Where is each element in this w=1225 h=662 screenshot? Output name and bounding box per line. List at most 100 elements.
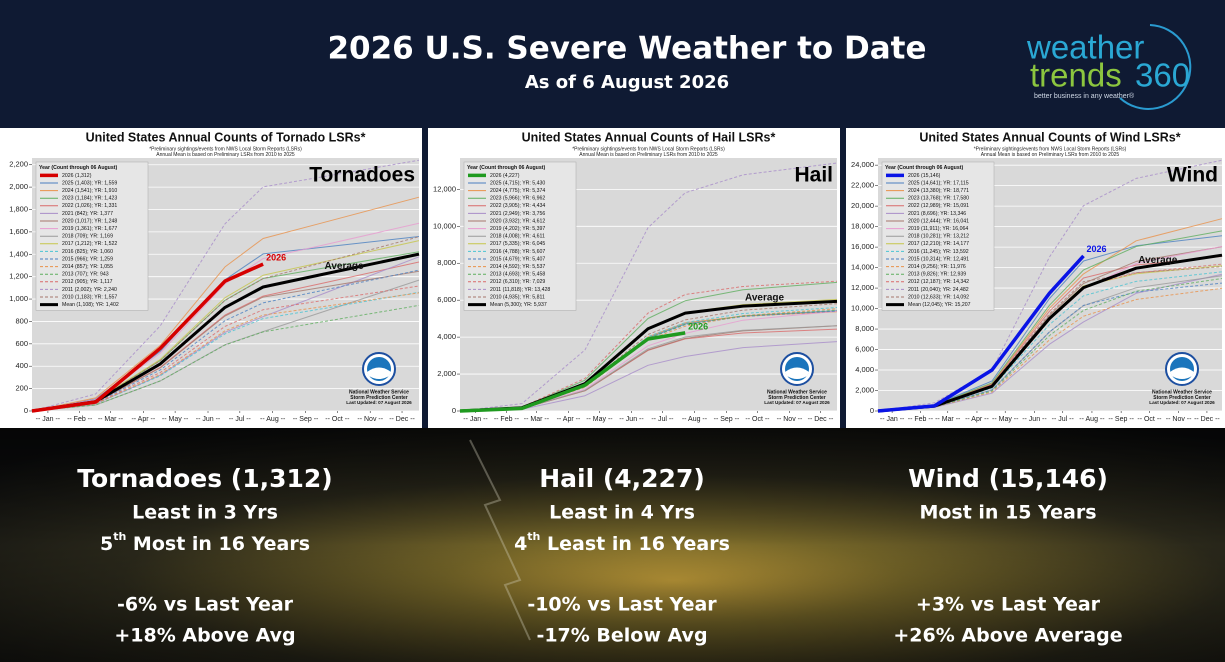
- y-tick-label: 8,000: [437, 258, 456, 267]
- page-title: 2026 U.S. Severe Weather to Date: [327, 31, 926, 67]
- legend-label: 2014 (9,256); YR: 11,976: [908, 264, 966, 270]
- y-tick-label: 12,000: [433, 184, 456, 193]
- y-tick-label: 4,000: [855, 365, 874, 374]
- summary-line: 4th Least in 16 Years: [514, 530, 730, 555]
- chart-panel: United States Annual Counts of Tornado L…: [0, 128, 422, 428]
- chart-note: *Preliminary sightings/events from NWS L…: [974, 146, 1127, 152]
- credit: Storm Prediction Center: [1153, 395, 1211, 401]
- legend-label: 2019 (11,911); YR: 16,064: [908, 226, 968, 232]
- x-tick-label: -- Mar --: [935, 416, 961, 423]
- charts: United States Annual Counts of Tornado L…: [0, 128, 1225, 428]
- x-tick-label: -- Feb --: [908, 416, 934, 423]
- legend-title: Year (Count through 06 August): [885, 165, 963, 171]
- y-tick-label: 600: [15, 339, 28, 348]
- summary-line: Least in 4 Yrs: [549, 502, 695, 524]
- y-tick-label: 6,000: [437, 295, 456, 304]
- credit: Storm Prediction Center: [768, 395, 826, 401]
- y-tick-label: 2,000: [855, 385, 874, 394]
- x-tick-label: -- Oct --: [325, 416, 350, 423]
- x-tick-label: -- Jun --: [196, 416, 221, 423]
- x-tick-label: -- Aug --: [682, 416, 708, 423]
- legend-label: 2010 (4,935); YR: 5,811: [490, 294, 545, 300]
- y-tick-label: 0: [452, 406, 456, 415]
- y-tick-label: 16,000: [851, 242, 874, 251]
- legend-label: 2023 (5,966); YR: 6,962: [490, 196, 545, 202]
- legend-label: 2013 (4,693); YR: 5,458: [490, 272, 545, 278]
- x-tick-label: -- May --: [586, 416, 613, 423]
- y-tick-label: 10,000: [851, 304, 874, 313]
- legend-label: 2021 (842); YR: 1,377: [62, 211, 113, 217]
- legend-label: 2019 (4,202); YR: 5,397: [490, 226, 545, 232]
- series-line: [31, 291, 420, 412]
- y-tick-label: 22,000: [851, 181, 874, 190]
- x-tick-label: -- Sep --: [293, 416, 319, 423]
- y-tick-label: 8,000: [855, 324, 874, 333]
- y-tick-label: 12,000: [851, 283, 874, 292]
- rank-suffix: th: [113, 530, 126, 543]
- legend-label: 2016 (825); YR: 1,060: [62, 249, 113, 255]
- credit: National Weather Service: [767, 389, 827, 395]
- summary-heading: Wind (15,146): [908, 464, 1108, 493]
- x-tick-label: -- Apr --: [557, 416, 581, 423]
- summary-heading: Tornadoes (1,312): [77, 464, 332, 493]
- summary-line: Least in 3 Yrs: [132, 502, 278, 524]
- legend-label: 2022 (1,026); YR: 1,331: [62, 203, 117, 209]
- y-tick-label: 1,000: [9, 294, 28, 303]
- highlight-label: 2026: [688, 321, 708, 331]
- y-tick-label: 1,600: [9, 227, 28, 236]
- legend-label: 2024 (1,541); YR: 1,910: [62, 188, 117, 194]
- summary-line: -6% vs Last Year: [117, 594, 294, 616]
- mean-label: Average: [325, 261, 365, 272]
- chart-label: Wind: [1167, 164, 1218, 187]
- logo-arc: [1119, 24, 1192, 110]
- x-tick-label: -- Nov --: [777, 416, 803, 423]
- credit: Storm Prediction Center: [350, 395, 408, 401]
- series-line: [31, 262, 264, 413]
- chart-label: Tornadoes: [309, 164, 415, 187]
- legend-label: 2020 (1,017); YR: 1,248: [62, 218, 117, 224]
- x-tick-label: -- Jun --: [619, 416, 644, 423]
- rank-number: 4: [514, 533, 527, 555]
- summary-line: +3% vs Last Year: [916, 594, 1101, 616]
- legend-label: 2018 (4,008); YR: 4,611: [490, 234, 545, 240]
- summary-line: +26% Above Average: [893, 625, 1122, 647]
- series-line: [31, 304, 420, 412]
- legend-title: Year (Count through 06 August): [39, 165, 117, 171]
- chart-note: Annual Mean is based on Preliminary LSRs…: [156, 152, 295, 158]
- series-line: [877, 254, 1085, 413]
- x-tick-label: -- Oct --: [745, 416, 770, 423]
- summary-heading: Hail (4,227): [539, 464, 705, 493]
- legend-label: 2019 (1,361); YR: 1,677: [62, 226, 117, 232]
- x-tick-label: -- Oct --: [1137, 416, 1162, 423]
- chart-note: *Preliminary sightings/events from NWS L…: [572, 146, 725, 152]
- legend-label: 2017 (1,212); YR: 1,522: [62, 241, 117, 247]
- x-tick-label: -- Feb --: [67, 416, 93, 423]
- page-subtitle: As of 6 August 2026: [525, 72, 729, 93]
- mean-label: Average: [745, 293, 785, 304]
- x-tick-label: -- Jan --: [880, 416, 905, 423]
- x-tick-label: -- Sep --: [1108, 416, 1134, 423]
- chart-note: *Preliminary sightings/events from NWS L…: [149, 146, 302, 152]
- x-tick-label: -- Mar --: [98, 416, 124, 423]
- legend-label: 2024 (4,775); YR: 5,374: [490, 188, 545, 194]
- chart-title: United States Annual Counts of Wind LSRs…: [919, 130, 1180, 144]
- legend-label: 2014 (4,592); YR: 5,537: [490, 264, 545, 270]
- x-tick-label: -- Jun --: [1022, 416, 1047, 423]
- summary-line: -10% vs Last Year: [527, 594, 717, 616]
- legend-label: 2022 (12,989); YR: 15,091: [908, 203, 969, 209]
- series-line: [31, 196, 420, 412]
- legend-label: 2023 (13,768); YR: 17,580: [908, 196, 969, 202]
- legend-label: 2020 (12,444); YR: 16,041: [908, 218, 969, 224]
- x-tick-label: -- Aug --: [260, 416, 286, 423]
- legend-label: 2021 (8,696); YR: 13,346: [908, 211, 966, 217]
- legend-label: 2013 (9,826); YR: 12,939: [908, 272, 966, 278]
- x-tick-label: -- Feb --: [494, 416, 520, 423]
- y-tick-label: 6,000: [855, 345, 874, 354]
- chart-label: Hail: [794, 164, 833, 187]
- series-line: [31, 285, 420, 412]
- legend-label: 2012 (12,187); YR: 14,342: [908, 279, 969, 285]
- y-tick-label: 400: [15, 361, 28, 370]
- x-tick-label: -- Jan --: [36, 416, 61, 423]
- y-tick-label: 14,000: [851, 263, 874, 272]
- legend-label: 2012 (905); YR: 1,117: [62, 279, 113, 285]
